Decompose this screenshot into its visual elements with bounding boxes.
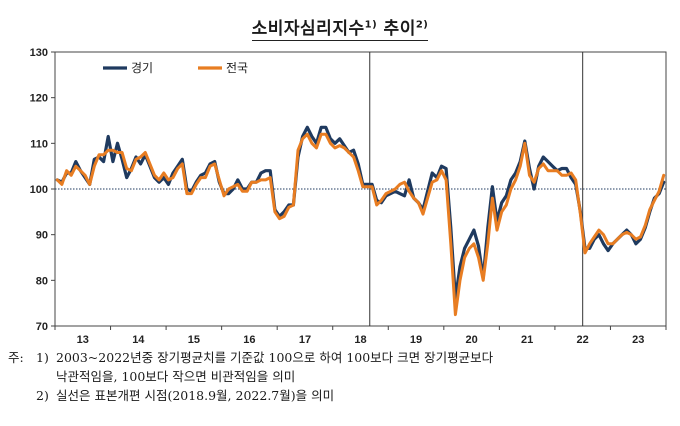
series-line-national [55, 132, 666, 317]
x-tick-label: 19 [410, 334, 422, 345]
footnotes: 주: 1) 2003~2022년중 장기평균치를 기준값 100으로 하여 100보… [8, 348, 672, 405]
y-tick-label: 70 [36, 321, 48, 333]
y-tick-label: 110 [30, 138, 48, 150]
x-tick-label: 23 [632, 334, 644, 345]
title-mid: 추이 [377, 19, 416, 39]
x-tick-label: 20 [465, 334, 477, 345]
chart-title: 소비자심리지수1) 추이2) [0, 14, 680, 41]
footnote-2-text: 실선은 표본개편 시점(2018.9월, 2022.7월)을 의미 [56, 388, 335, 403]
title-footnote-2: 2) [415, 19, 429, 31]
sample-revision-lines [369, 52, 584, 326]
x-axis: 13 14 15 16 17 18 19 20 21 22 23 [54, 326, 667, 345]
line-chart: 70 80 90 100 110 120 130 13 14 15 16 17 18 19 20 21 22 2… [30, 47, 667, 345]
legend: 경기 전국 [103, 61, 248, 75]
footnote-prefix: 주: [8, 350, 24, 365]
title-footnote-1: 1) [364, 19, 378, 31]
series-group [55, 125, 666, 317]
y-tick-label: 130 [30, 47, 48, 59]
x-tick-label: 18 [354, 334, 366, 345]
footnote-1: 주: 1) 2003~2022년중 장기평균치를 기준값 100으로 하여 100보… [8, 348, 672, 367]
y-axis: 70 80 90 100 110 120 130 [30, 47, 55, 333]
y-tick-label: 90 [36, 230, 48, 242]
x-tick-label: 21 [521, 334, 533, 345]
y-tick-label: 120 [30, 93, 48, 105]
footnote-1-label: 1) [36, 350, 49, 365]
y-tick-label: 100 [30, 184, 48, 196]
x-tick-label: 13 [77, 334, 89, 345]
chart-title-text: 소비자심리지수1) 추이2) [251, 19, 429, 41]
x-tick-label: 14 [132, 334, 145, 345]
legend-label: 경기 [131, 61, 153, 75]
footnote-1-text: 2003~2022년중 장기평균치를 기준값 100으로 하여 100보다 크면… [56, 350, 494, 365]
title-main: 소비자심리지수 [251, 19, 365, 39]
x-tick-label: 17 [299, 334, 311, 345]
series-line-economy [55, 125, 666, 301]
y-tick-label: 80 [36, 275, 48, 287]
footnote-2-label: 2) [36, 388, 49, 403]
footnote-2: 2) 실선은 표본개편 시점(2018.9월, 2022.7월)을 의미 [8, 386, 672, 405]
x-tick-label: 15 [188, 334, 200, 345]
footnote-1-continued: 낙관적임을, 100보다 작으면 비관적임을 의미 [56, 369, 296, 384]
x-tick-label: 16 [243, 334, 255, 345]
x-tick-label: 22 [577, 334, 589, 345]
legend-label: 전국 [226, 61, 248, 75]
